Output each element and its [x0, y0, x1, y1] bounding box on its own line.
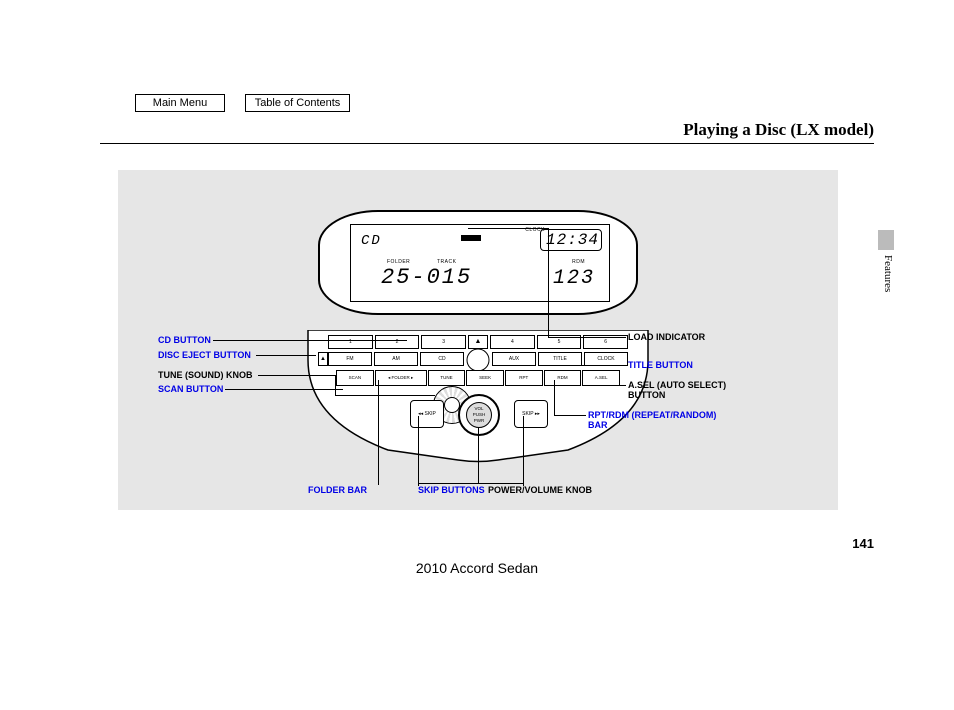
- lcd-screen: CD CLOCK 12:34 FOLDER TRACK RDM 25-015 1…: [350, 224, 610, 302]
- leader-cd: [213, 340, 407, 341]
- leader-skip-h: [418, 483, 523, 484]
- leader-h1: [258, 375, 336, 376]
- callout-rpt-rdm: RPT/RDM (REPEAT/RANDOM)BAR: [588, 410, 716, 430]
- load-indicator-icon: [461, 235, 481, 241]
- tune-soft[interactable]: TUNE: [428, 370, 466, 386]
- lcd-main-left: 25-015: [381, 265, 472, 290]
- toc-button[interactable]: Table of Contents: [245, 94, 350, 112]
- scan-button[interactable]: SCAN: [336, 370, 374, 386]
- cd-button[interactable]: CD: [420, 352, 464, 366]
- vol-knob-label: VOLPUSHPWR: [458, 406, 500, 424]
- fm-button[interactable]: FM: [328, 352, 372, 366]
- leader-eject: [256, 355, 316, 356]
- mode-gap: [466, 352, 490, 366]
- callout-cd-button: CD BUTTON: [158, 335, 211, 345]
- callout-folder-bar: FOLDER BAR: [308, 485, 367, 495]
- figure-area: CD CLOCK 12:34 FOLDER TRACK RDM 25-015 1…: [118, 170, 838, 510]
- leader-skip-2: [523, 416, 524, 486]
- disc-eject-button[interactable]: ▲: [318, 352, 328, 366]
- leader-folder: [378, 380, 379, 485]
- asel-button[interactable]: A.SEL: [582, 370, 620, 386]
- seek-soft[interactable]: SEEK: [466, 370, 504, 386]
- leader-pwr: [478, 428, 479, 484]
- lcd-main-right: 123: [553, 267, 595, 290]
- leader-rpt-v: [554, 380, 555, 416]
- title-rule: Playing a Disc (LX model): [100, 120, 874, 144]
- page-number: 141: [852, 536, 874, 551]
- leader-skip-1: [418, 416, 419, 486]
- main-menu-button[interactable]: Main Menu: [135, 94, 225, 112]
- leader-load-v: [548, 228, 549, 338]
- display-bezel: CD CLOCK 12:34 FOLDER TRACK RDM 25-015 1…: [318, 210, 638, 315]
- callout-asel: A.SEL (AUTO SELECT)BUTTON: [628, 380, 726, 400]
- lcd-rdm-label: RDM: [572, 259, 585, 265]
- lcd-clock: 12:34: [546, 231, 599, 249]
- skip-next-button[interactable]: SKIP ▸▸: [514, 400, 548, 428]
- leader-load-h2: [468, 228, 548, 229]
- leader-h1b: [335, 395, 435, 396]
- folder-bar[interactable]: ◂ FOLDER ▸: [375, 370, 427, 386]
- section-tab-mark: [878, 230, 894, 250]
- rdm-button[interactable]: RDM: [544, 370, 582, 386]
- preset-4[interactable]: 4: [490, 335, 535, 349]
- leader-load-h: [548, 337, 626, 338]
- leader-asel: [608, 385, 626, 386]
- title-button[interactable]: TITLE: [538, 352, 582, 366]
- callout-disc-eject: DISC EJECT BUTTON: [158, 350, 251, 360]
- skip-prev-button[interactable]: ◂◂ SKIP: [410, 400, 444, 428]
- leader-rpt-h: [554, 415, 586, 416]
- callout-title-button: TITLE BUTTON: [628, 360, 693, 370]
- am-button[interactable]: AM: [374, 352, 418, 366]
- preset-3[interactable]: 3: [421, 335, 466, 349]
- model-caption: 2010 Accord Sedan: [0, 560, 954, 576]
- page-title: Playing a Disc (LX model): [683, 120, 874, 140]
- callout-scan-button: SCAN BUTTON: [158, 384, 223, 394]
- preset-2[interactable]: 2: [375, 335, 420, 349]
- leader-v1: [335, 375, 336, 395]
- rpt-button[interactable]: RPT: [505, 370, 543, 386]
- lcd-mode: CD: [361, 233, 382, 249]
- section-tab-label: Features: [882, 255, 894, 292]
- leader-scan: [225, 389, 343, 390]
- clock-button[interactable]: CLOCK: [584, 352, 628, 366]
- callout-power-vol: POWER/VOLUME KNOB: [488, 485, 592, 495]
- callout-tune-knob: TUNE (SOUND) KNOB: [158, 370, 253, 380]
- manual-page: Main Menu Table of Contents Playing a Di…: [0, 0, 954, 710]
- callout-skip-buttons: SKIP BUTTONS: [418, 485, 485, 495]
- mode-row: FM AM CD AUX TITLE CLOCK: [328, 352, 628, 366]
- callout-load-indicator: LOAD INDICATOR: [628, 332, 705, 342]
- preset-1[interactable]: 1: [328, 335, 373, 349]
- aux-button[interactable]: AUX: [492, 352, 536, 366]
- hazard-icon[interactable]: ▲: [468, 335, 488, 349]
- leader-title: [578, 365, 626, 366]
